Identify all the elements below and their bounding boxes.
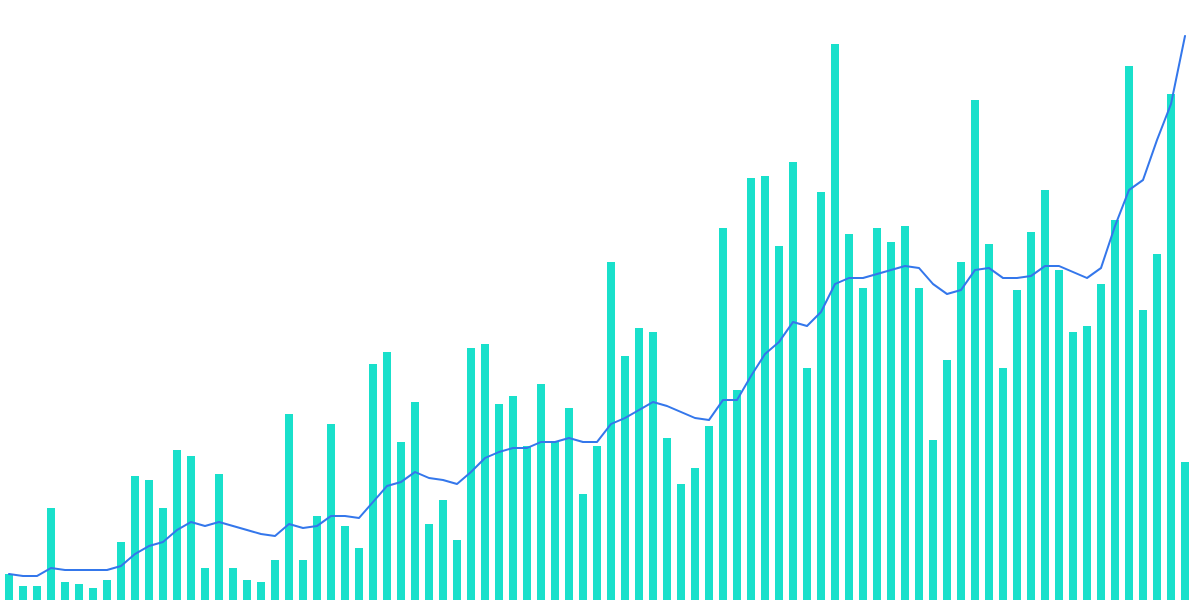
bar xyxy=(677,484,685,600)
bar xyxy=(5,574,13,600)
bar xyxy=(327,424,335,600)
bar xyxy=(971,100,979,600)
bar xyxy=(1139,310,1147,600)
bar xyxy=(887,242,895,600)
bar xyxy=(117,542,125,600)
bar xyxy=(47,508,55,600)
bar xyxy=(411,402,419,600)
bar xyxy=(1069,332,1077,600)
bar xyxy=(957,262,965,600)
bar xyxy=(999,368,1007,600)
bar xyxy=(719,228,727,600)
bar xyxy=(131,476,139,600)
bar xyxy=(663,438,671,600)
bar xyxy=(383,352,391,600)
bar xyxy=(537,384,545,600)
bar xyxy=(859,288,867,600)
bar xyxy=(635,328,643,600)
bar xyxy=(621,356,629,600)
bar xyxy=(75,584,83,600)
bar xyxy=(425,524,433,600)
bar xyxy=(341,526,349,600)
bar xyxy=(229,568,237,600)
bar xyxy=(1167,94,1175,600)
bar xyxy=(789,162,797,600)
bar xyxy=(33,586,41,600)
bar xyxy=(159,508,167,600)
bar xyxy=(775,246,783,600)
bar xyxy=(89,588,97,600)
bar xyxy=(551,442,559,600)
bar xyxy=(173,450,181,600)
bar xyxy=(733,390,741,600)
bar xyxy=(523,446,531,600)
bar xyxy=(215,474,223,600)
bar xyxy=(285,414,293,600)
bar xyxy=(509,396,517,600)
bar xyxy=(705,426,713,600)
bar xyxy=(453,540,461,600)
bar xyxy=(1041,190,1049,600)
bar xyxy=(103,580,111,600)
bar xyxy=(201,568,209,600)
bar xyxy=(1097,284,1105,600)
bar xyxy=(299,560,307,600)
bar xyxy=(845,234,853,600)
bar xyxy=(257,582,265,600)
bar xyxy=(1181,462,1189,600)
bar xyxy=(803,368,811,600)
bar xyxy=(1055,270,1063,600)
bar xyxy=(355,548,363,600)
bar xyxy=(19,586,27,600)
bars-group xyxy=(5,44,1189,600)
bar xyxy=(649,332,657,600)
bar xyxy=(187,456,195,600)
bar xyxy=(901,226,909,600)
bar xyxy=(761,176,769,600)
bar xyxy=(271,560,279,600)
bar xyxy=(943,360,951,600)
bar xyxy=(1153,254,1161,600)
bar xyxy=(929,440,937,600)
bar xyxy=(579,494,587,600)
bar xyxy=(1111,220,1119,600)
bar xyxy=(691,468,699,600)
bar xyxy=(495,404,503,600)
bar xyxy=(607,262,615,600)
bar xyxy=(1013,290,1021,600)
bar xyxy=(747,178,755,600)
bar xyxy=(873,228,881,600)
bar xyxy=(565,408,573,600)
bar xyxy=(369,364,377,600)
bar xyxy=(313,516,321,600)
bar xyxy=(145,480,153,600)
bar xyxy=(243,580,251,600)
bar xyxy=(481,344,489,600)
bar xyxy=(985,244,993,600)
bar xyxy=(1083,326,1091,600)
bar xyxy=(439,500,447,600)
bar xyxy=(1027,232,1035,600)
bar xyxy=(1125,66,1133,600)
bar xyxy=(915,288,923,600)
bar xyxy=(593,446,601,600)
bar xyxy=(831,44,839,600)
bar xyxy=(61,582,69,600)
bar xyxy=(397,442,405,600)
bar xyxy=(817,192,825,600)
combo-chart xyxy=(0,0,1200,600)
